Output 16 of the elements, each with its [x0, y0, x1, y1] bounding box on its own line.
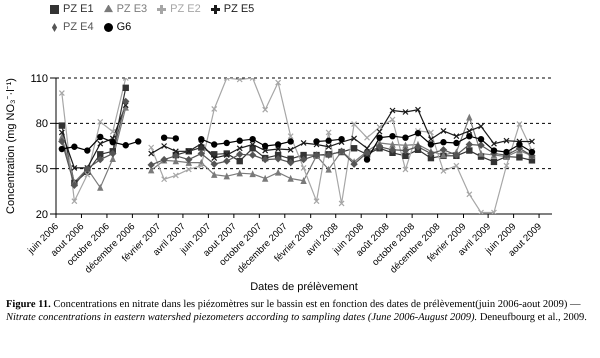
- y-tick-label: 50: [36, 164, 48, 176]
- legend-label: PZ E1: [63, 3, 94, 15]
- y-tick-label: 110: [30, 72, 48, 85]
- legend-label: PZ E4: [63, 21, 94, 33]
- text: Deneufbourg et al., 2009.: [480, 312, 587, 323]
- legend-label: PZ E2: [170, 3, 201, 15]
- y-tick-label: 80: [36, 118, 48, 130]
- x-axis-title: Dates de prélèvement: [250, 281, 358, 293]
- legend-label: PZ E5: [224, 3, 254, 15]
- text: Concentrations en nitrate dans les piézomètres sur le bassin est en fonction des dates de prélèvement(juin 2006-aout 2009) —: [53, 299, 581, 310]
- legend-label: PZ E3: [116, 3, 148, 15]
- y-axis-title: Concentration (mg NO₃⁻·l⁻¹): [4, 78, 17, 214]
- text: Nitrate concentrations in eastern watershed piezometers according to sampling dates (June 2006-August 2009).: [6, 312, 478, 323]
- caption: Figure 11.: [6, 299, 52, 310]
- legend-label: G6: [116, 21, 132, 33]
- y-tick-label: 20: [36, 208, 48, 221]
